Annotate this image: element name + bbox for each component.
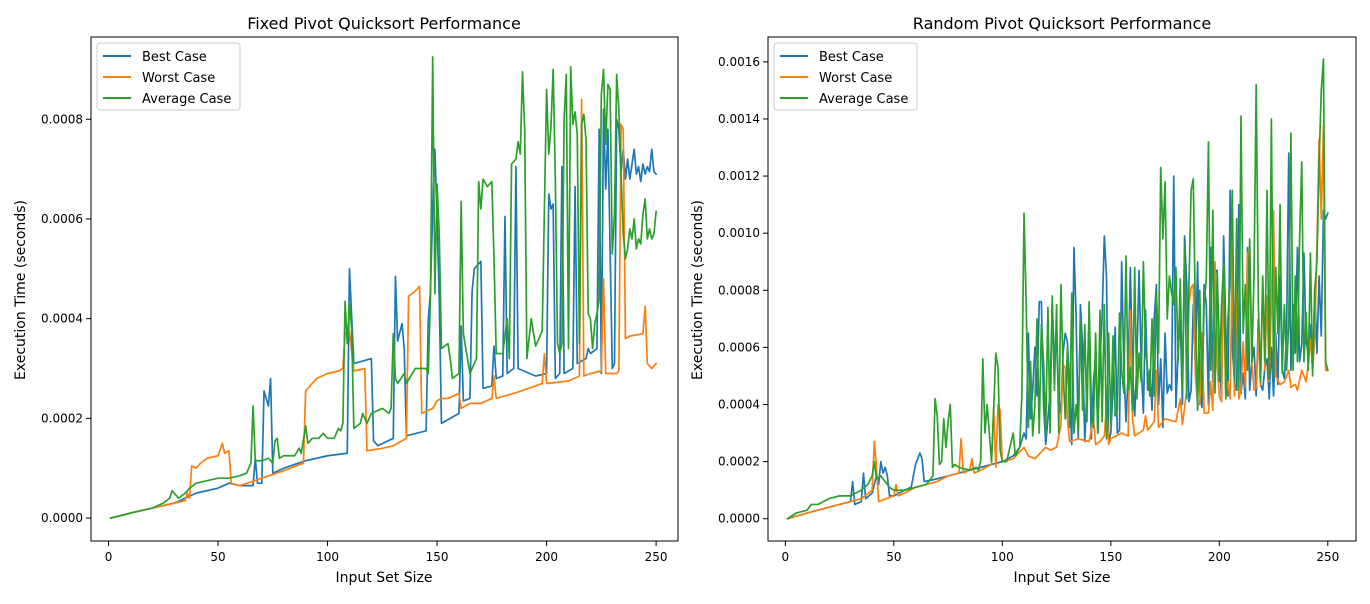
y-tick-label: 0.0010 xyxy=(718,226,760,240)
x-tick-label: 150 xyxy=(1099,550,1122,564)
y-tick-label: 0.0006 xyxy=(41,212,83,226)
y-tick-label: 0.0004 xyxy=(41,312,83,326)
legend-label-best-case: Best Case xyxy=(142,50,207,65)
y-tick-label: 0.0008 xyxy=(718,283,760,297)
x-tick-label: 0 xyxy=(782,550,790,564)
legend-label-average-case: Average Case xyxy=(819,92,908,107)
y-axis-label: Execution Time (seconds) xyxy=(13,200,29,380)
x-tick-label: 50 xyxy=(210,550,225,564)
y-tick-label: 0.0004 xyxy=(718,398,760,412)
x-tick-label: 200 xyxy=(1208,550,1231,564)
x-tick-label: 250 xyxy=(645,550,668,564)
y-tick-label: 0.0012 xyxy=(718,169,760,183)
axes-frame xyxy=(90,36,679,542)
series-line-worst-case xyxy=(109,98,658,520)
legend-label-worst-case: Worst Case xyxy=(142,71,215,86)
legend-label-worst-case: Worst Case xyxy=(819,71,892,86)
y-tick-label: 0.0016 xyxy=(718,55,760,69)
x-axis-label: Input Set Size xyxy=(336,570,433,586)
y-tick-label: 0.0008 xyxy=(41,112,83,126)
x-axis-label: Input Set Size xyxy=(1014,570,1111,586)
x-tick-label: 100 xyxy=(316,550,339,564)
x-tick-label: 0 xyxy=(105,550,113,564)
legend-label-best-case: Best Case xyxy=(819,50,884,65)
chart-title: Fixed Pivot Quicksort Performance xyxy=(247,14,521,33)
plot-area: 0 50 100 150 200 250 0.0000 0.0002 0.0004 0.0006 0… xyxy=(718,36,1357,564)
x-tick-label: 250 xyxy=(1316,550,1339,564)
axes-frame xyxy=(767,36,1357,542)
y-tick-label: 0.0000 xyxy=(718,512,760,526)
y-tick-label: 0.0002 xyxy=(718,455,760,469)
legend-box xyxy=(773,42,918,111)
series-line-average-case xyxy=(786,58,1329,520)
legend-box xyxy=(96,42,241,111)
y-tick-label: 0.0002 xyxy=(41,411,83,425)
random-pivot-chart: Random Pivot Quicksort Performance Input… xyxy=(690,14,1357,586)
y-tick-label: 0.0006 xyxy=(718,340,760,354)
series-line-average-case xyxy=(109,56,658,520)
x-tick-label: 100 xyxy=(991,550,1014,564)
legend-label-average-case: Average Case xyxy=(142,92,231,107)
x-tick-label: 150 xyxy=(426,550,449,564)
x-tick-label: 200 xyxy=(535,550,558,564)
x-tick-label: 50 xyxy=(886,550,901,564)
chart-title: Random Pivot Quicksort Performance xyxy=(913,14,1211,33)
y-tick-label: 0.0014 xyxy=(718,112,760,126)
y-axis-label: Execution Time (seconds) xyxy=(690,200,706,380)
y-tick-label: 0.0000 xyxy=(41,511,83,525)
plot-area: 0 50 100 150 200 250 0.0000 0.0002 0.0004 0.0006 0… xyxy=(41,36,679,564)
fixed-pivot-chart: Fixed Pivot Quicksort Performance Input … xyxy=(13,14,679,586)
